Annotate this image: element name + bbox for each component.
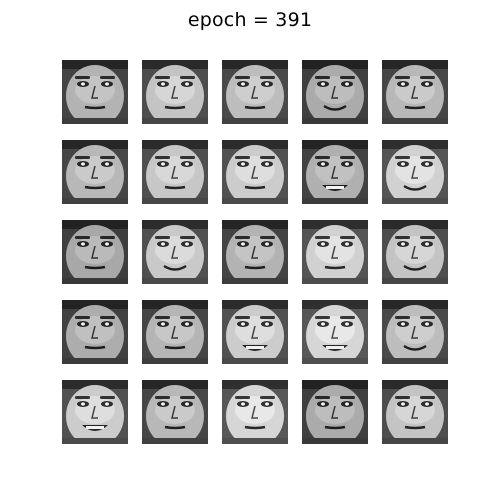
face-image (302, 300, 368, 364)
face-image (222, 300, 288, 364)
face-image (382, 140, 448, 204)
face-sample-19 (302, 300, 368, 364)
face-sample-grid (62, 60, 449, 444)
face-sample-3 (222, 60, 288, 124)
face-image (382, 300, 448, 364)
face-image (142, 220, 208, 284)
face-sample-14 (302, 220, 368, 284)
face-sample-10 (382, 140, 448, 204)
face-sample-4 (302, 60, 368, 124)
face-image (222, 60, 288, 124)
face-image (222, 220, 288, 284)
face-image (382, 380, 448, 444)
face-sample-2 (142, 60, 208, 124)
face-sample-25 (382, 380, 448, 444)
face-image (142, 300, 208, 364)
face-sample-15 (382, 220, 448, 284)
face-sample-11 (62, 220, 128, 284)
face-image (62, 380, 128, 444)
face-sample-8 (222, 140, 288, 204)
face-image (382, 60, 448, 124)
face-sample-21 (62, 380, 128, 444)
face-image (142, 60, 208, 124)
face-sample-23 (222, 380, 288, 444)
face-sample-6 (62, 140, 128, 204)
face-sample-22 (142, 380, 208, 444)
face-image (222, 380, 288, 444)
face-image (222, 140, 288, 204)
face-image (62, 60, 128, 124)
face-image (382, 220, 448, 284)
face-image (302, 60, 368, 124)
face-image (302, 140, 368, 204)
face-image (302, 220, 368, 284)
face-sample-18 (222, 300, 288, 364)
face-sample-20 (382, 300, 448, 364)
face-image (142, 140, 208, 204)
face-sample-24 (302, 380, 368, 444)
face-image (142, 380, 208, 444)
face-image (62, 220, 128, 284)
face-sample-17 (142, 300, 208, 364)
face-sample-16 (62, 300, 128, 364)
face-sample-5 (382, 60, 448, 124)
face-sample-13 (222, 220, 288, 284)
face-sample-12 (142, 220, 208, 284)
face-sample-9 (302, 140, 368, 204)
face-image (302, 380, 368, 444)
face-sample-1 (62, 60, 128, 124)
face-image (62, 140, 128, 204)
face-image (62, 300, 128, 364)
face-sample-7 (142, 140, 208, 204)
figure-title: epoch = 391 (187, 9, 313, 31)
